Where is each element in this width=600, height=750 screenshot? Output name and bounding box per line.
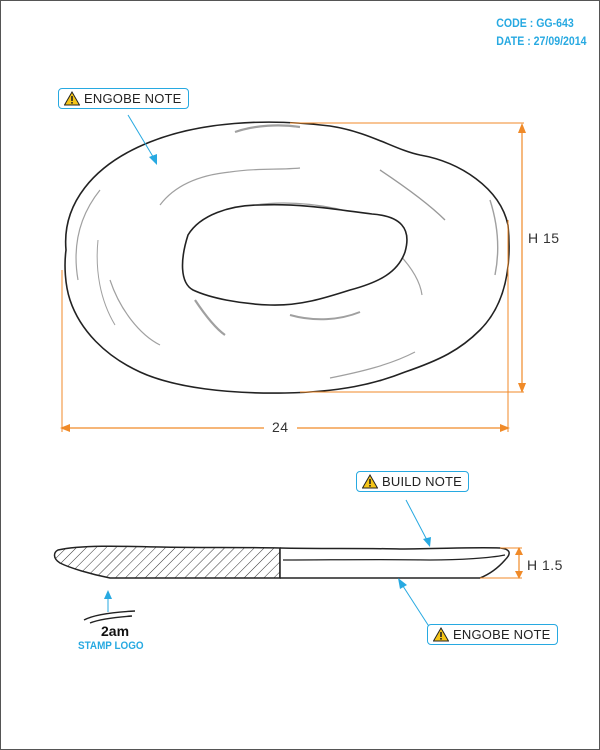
- engobe-note-bottom: ENGOBE NOTE: [427, 624, 558, 645]
- plate-inner-well: [181, 203, 408, 306]
- engobe-bottom-leader: [400, 582, 431, 629]
- code-block: CODE : GG-643 DATE : 27/09/2014: [496, 14, 586, 50]
- code-label: CODE : GG-643: [495, 16, 574, 30]
- date-label: DATE : 27/09/2014: [495, 34, 586, 48]
- engobe-top-leader: [127, 114, 156, 161]
- dim-width-arrow-left: [60, 424, 70, 432]
- engobe-top-arrow: [149, 154, 157, 165]
- dim-height-arrow-bottom: [518, 383, 526, 393]
- side-inner-line: [282, 554, 506, 561]
- rim-texture-5: [75, 189, 101, 281]
- dim-side-arrow-bottom: [515, 571, 523, 579]
- warning-icon: [64, 91, 80, 106]
- build-note-leader: [405, 499, 429, 543]
- rim-texture-1: [234, 124, 301, 134]
- height-dimension-label: H 15: [528, 230, 560, 246]
- width-dimension-label: 24: [264, 419, 297, 435]
- dim-side-arrow-top: [515, 547, 523, 555]
- dim-height-arrow-top: [518, 123, 526, 133]
- engobe-bottom-arrow: [398, 578, 407, 589]
- rim-texture-3: [379, 169, 446, 221]
- rim-texture-6: [109, 279, 161, 346]
- side-height-dimension-label: H 1.5: [527, 557, 563, 573]
- build-note-arrow: [423, 537, 431, 547]
- stamp-arrow: [104, 590, 112, 599]
- rim-texture-8: [194, 299, 226, 336]
- rim-texture-7: [329, 351, 416, 379]
- rim-texture-9: [289, 311, 361, 321]
- build-note-label: BUILD NOTE: [382, 474, 463, 489]
- stamp-swoosh: [83, 610, 136, 624]
- warning-icon: [362, 474, 378, 489]
- rim-texture-2: [159, 167, 301, 206]
- rim-texture-12: [96, 239, 116, 326]
- stamp-brand: 2am: [101, 623, 130, 639]
- engobe-note-top-label: ENGOBE NOTE: [84, 91, 182, 106]
- engobe-note-top: ENGOBE NOTE: [58, 88, 189, 109]
- engobe-note-bottom-label: ENGOBE NOTE: [453, 627, 551, 642]
- warning-icon: [433, 627, 449, 642]
- side-profile-outline: [279, 546, 510, 579]
- build-note: BUILD NOTE: [356, 471, 470, 492]
- dim-width-arrow-right: [500, 424, 510, 432]
- stamp-logo-label: STAMP LOGO: [78, 640, 144, 652]
- side-hatched-section: [53, 545, 281, 579]
- rim-texture-4: [489, 199, 499, 276]
